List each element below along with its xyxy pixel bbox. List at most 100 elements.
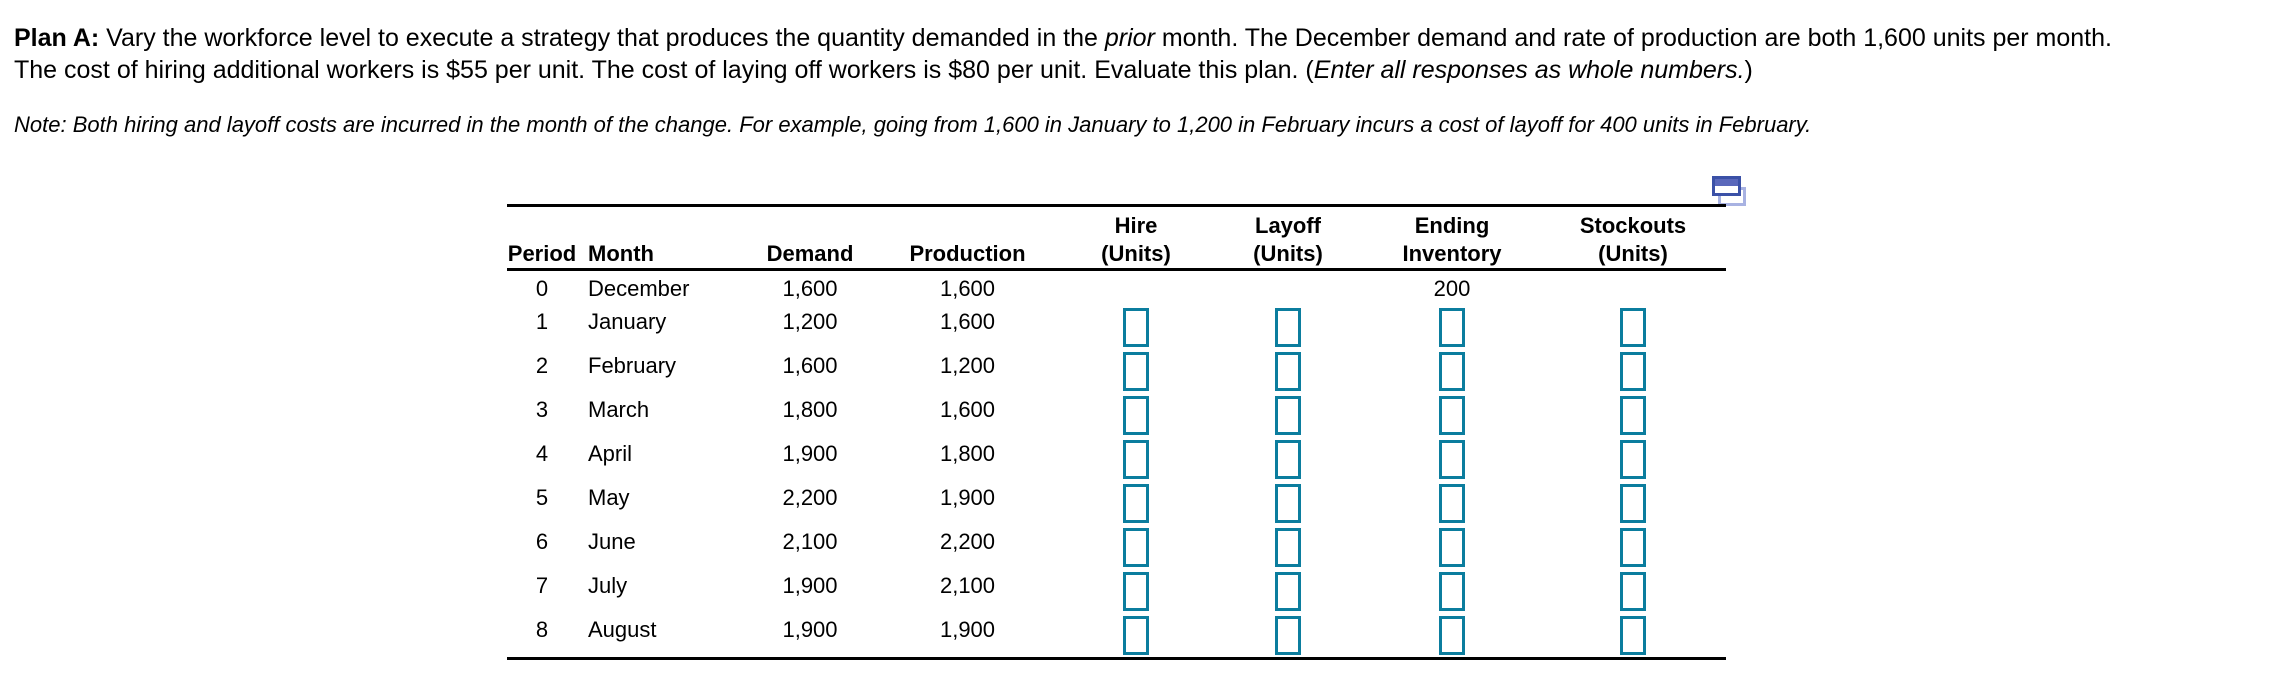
- new-window-icon[interactable]: [1712, 176, 1747, 207]
- table-top-rule: [507, 204, 1726, 207]
- header-stockouts-line2: (Units): [1598, 241, 1668, 266]
- production-cell: 2,100: [939, 573, 996, 598]
- production-cell: 1,600: [939, 276, 996, 301]
- hire-input-row-8[interactable]: [1123, 616, 1149, 655]
- stockouts-input-row-7[interactable]: [1620, 572, 1646, 611]
- stockouts-input-row-8[interactable]: [1620, 616, 1646, 655]
- production-cell: 2,200: [939, 529, 996, 554]
- stockouts-input-row-2[interactable]: [1620, 352, 1646, 391]
- header-ending-inventory-line2: Inventory: [1402, 241, 1502, 266]
- demand-cell: 1,200: [782, 309, 838, 334]
- layoff-input-row-6[interactable]: [1275, 528, 1301, 567]
- layoff-input-row-2[interactable]: [1275, 352, 1301, 391]
- period-cell: 5: [535, 485, 549, 510]
- ending-inventory-input-row-2[interactable]: [1439, 352, 1465, 391]
- stockouts-input-row-4[interactable]: [1620, 440, 1646, 479]
- ending-inventory-input-row-4[interactable]: [1439, 440, 1465, 479]
- month-cell: August: [588, 617, 657, 642]
- hire-input-row-3[interactable]: [1123, 396, 1149, 435]
- ending-inventory-input-row-6[interactable]: [1439, 528, 1465, 567]
- header-production: Production: [909, 241, 1026, 266]
- table-row-period-4: 4 April 1,900 1,800: [507, 436, 1726, 479]
- layoff-input-row-8[interactable]: [1275, 616, 1301, 655]
- header-ending-inventory-line1: Ending: [1414, 213, 1490, 238]
- note-line: Note: Both hiring and layoff costs are i…: [14, 112, 1812, 137]
- ending-inventory-input-row-1[interactable]: [1439, 308, 1465, 347]
- table-row-period-2: 2 February 1,600 1,200: [507, 348, 1726, 391]
- front-window-shape: [1712, 176, 1741, 196]
- period-cell: 3: [535, 397, 549, 422]
- stockouts-input-row-5[interactable]: [1620, 484, 1646, 523]
- demand-cell: 1,900: [782, 617, 838, 642]
- header-hire-line1: Hire: [1114, 213, 1158, 238]
- table-row-period-7: 7 July 1,900 2,100: [507, 568, 1726, 611]
- problem-text: ): [1744, 56, 1753, 84]
- hire-input-row-4[interactable]: [1123, 440, 1149, 479]
- demand-cell: 1,900: [782, 441, 838, 466]
- production-cell: 1,200: [939, 353, 996, 378]
- problem-line-2: The cost of hiring additional workers is…: [14, 54, 1753, 86]
- ending-inventory-input-row-8[interactable]: [1439, 616, 1465, 655]
- header-demand: Demand: [766, 241, 854, 266]
- demand-cell: 1,600: [782, 353, 838, 378]
- demand-cell: 1,800: [782, 397, 838, 422]
- problem-text: month. The December demand and rate of p…: [1154, 24, 2112, 52]
- stockouts-input-row-3[interactable]: [1620, 396, 1646, 435]
- period-cell: 7: [535, 573, 549, 598]
- ending-inventory-input-row-3[interactable]: [1439, 396, 1465, 435]
- hire-input-row-6[interactable]: [1123, 528, 1149, 567]
- plan-table: Period Month Demand Production Hire (Uni…: [507, 204, 1726, 661]
- production-cell: 1,900: [939, 485, 996, 510]
- demand-cell: 2,100: [782, 529, 838, 554]
- production-cell: 1,800: [939, 441, 996, 466]
- plan-label: Plan A:: [14, 24, 100, 52]
- ending-inventory-input-row-7[interactable]: [1439, 572, 1465, 611]
- problem-text: Vary the workforce level to execute a st…: [99, 24, 1105, 52]
- production-cell: 1,600: [939, 397, 996, 422]
- hire-input-row-2[interactable]: [1123, 352, 1149, 391]
- table-header-rule: [507, 268, 1726, 271]
- production-cell: 1,900: [939, 617, 996, 642]
- table-row-period-6: 6 June 2,100 2,200: [507, 524, 1726, 567]
- header-layoff-line2: (Units): [1253, 241, 1323, 266]
- demand-cell: 1,600: [782, 276, 838, 301]
- problem-text-italic: Enter all responses as whole numbers.: [1313, 56, 1745, 84]
- month-cell: February: [588, 353, 677, 378]
- layoff-input-row-7[interactable]: [1275, 572, 1301, 611]
- header-stockouts-line1: Stockouts: [1579, 213, 1687, 238]
- table-row-period-8: 8 August 1,900 1,900: [507, 612, 1726, 655]
- layoff-input-row-1[interactable]: [1275, 308, 1301, 347]
- stockouts-input-row-1[interactable]: [1620, 308, 1646, 347]
- layoff-input-row-4[interactable]: [1275, 440, 1301, 479]
- ending-inventory-value: 200: [1433, 276, 1471, 301]
- hire-input-row-7[interactable]: [1123, 572, 1149, 611]
- table-row-period-0: 0 December 1,600 1,600 200: [507, 271, 1726, 307]
- problem-text: The cost of hiring additional workers is…: [14, 56, 1314, 84]
- month-cell: April: [588, 441, 633, 466]
- problem-line-1: Plan A: Vary the workforce level to exec…: [14, 22, 2112, 54]
- table-row-period-5: 5 May 2,200 1,900: [507, 480, 1726, 523]
- demand-cell: 1,900: [782, 573, 838, 598]
- month-cell: July: [588, 573, 628, 598]
- month-cell: June: [588, 529, 636, 554]
- problem-text-italic: prior: [1104, 24, 1155, 52]
- layoff-input-row-5[interactable]: [1275, 484, 1301, 523]
- ending-inventory-input-row-5[interactable]: [1439, 484, 1465, 523]
- period-cell: 2: [535, 353, 549, 378]
- period-cell: 4: [535, 441, 549, 466]
- demand-cell: 2,200: [782, 485, 838, 510]
- month-cell: May: [588, 485, 630, 510]
- layoff-input-row-3[interactable]: [1275, 396, 1301, 435]
- period-cell: 6: [535, 529, 549, 554]
- hire-input-row-1[interactable]: [1123, 308, 1149, 347]
- header-layoff-line1: Layoff: [1255, 213, 1321, 238]
- table-row-period-1: 1 January 1,200 1,600: [507, 304, 1726, 347]
- month-cell: January: [588, 309, 667, 334]
- hire-input-row-5[interactable]: [1123, 484, 1149, 523]
- header-hire-line2: (Units): [1101, 241, 1171, 266]
- period-cell: 1: [535, 309, 549, 334]
- period-cell: 8: [535, 617, 549, 642]
- period-cell: 0: [535, 276, 549, 301]
- stockouts-input-row-6[interactable]: [1620, 528, 1646, 567]
